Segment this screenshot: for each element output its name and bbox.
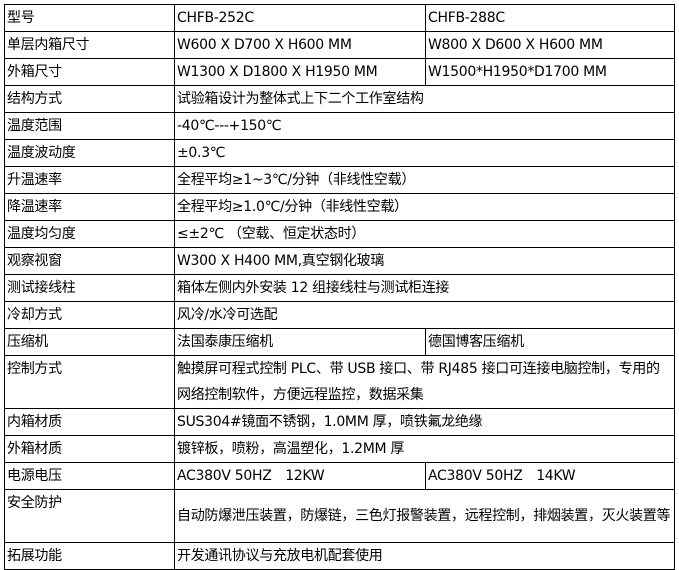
cell-value: CHFB-252C — [174, 4, 426, 32]
row-label: 观察视窗 — [4, 247, 175, 275]
cell-value: 试验箱设计为整体式上下二个工作室结构 — [174, 85, 675, 113]
cell-value: ±0.3℃ — [174, 139, 675, 167]
cell-value: 全程平均≥1.0℃/分钟（非线性空载） — [174, 193, 675, 221]
table-row: 外箱材质 镀锌板，喷粉，高温塑化，1.2MM 厚 — [4, 435, 675, 463]
table-row: 温度范围 -40℃---+150℃ — [4, 112, 675, 140]
cell-value: W1300 X D1800 X H1950 MM — [174, 58, 426, 86]
table-row: 观察视窗 W300 X H400 MM,真空钢化玻璃 — [4, 247, 675, 275]
table-row: 外箱尺寸 W1300 X D1800 X H1950 MM W1500*H1950*… — [4, 58, 675, 86]
row-label: 温度波动度 — [4, 139, 175, 167]
cell-value: W300 X H400 MM,真空钢化玻璃 — [174, 247, 675, 275]
row-label: 电源电压 — [4, 462, 175, 490]
row-label: 单层内箱尺寸 — [4, 31, 175, 59]
cell-value: AC380V 50HZ 14KW — [425, 462, 675, 490]
cell-value: 开发通讯协议与充放电机配套使用 — [174, 541, 675, 570]
table-row: 冷却方式 风冷/水冷可选配 — [4, 301, 675, 329]
row-label: 温度范围 — [4, 112, 175, 140]
row-label: 安全防护 — [4, 489, 175, 543]
cell-value: 镀锌板，喷粉，高温塑化，1.2MM 厚 — [174, 435, 675, 463]
table-row: 控制方式 触摸屏可程式控制 PLC、带 USB 接口、带 RJ485 接口可连接电… — [4, 355, 675, 409]
table-row: 降温速率 全程平均≥1.0℃/分钟（非线性空载） — [4, 193, 675, 221]
cell-value: 德国博客压缩机 — [425, 328, 675, 356]
row-label: 压缩机 — [4, 328, 175, 356]
table-row: 温度波动度 ±0.3℃ — [4, 139, 675, 167]
cell-value: SUS304#镜面不锈钢，1.0MM 厚，喷铁氟龙绝缘 — [174, 408, 675, 436]
row-label: 降温速率 — [4, 193, 175, 221]
table-row: 单层内箱尺寸 W600 X D700 X H600 MM W800 X D600 X… — [4, 31, 675, 59]
cell-value: 自动防爆泄压装置，防爆链，三色灯报警装置，远程控制，排烟装置，灭火装置等 — [174, 489, 675, 543]
cell-value: W1500*H1950*D1700 MM — [425, 58, 675, 86]
cell-value: -40℃---+150℃ — [174, 112, 675, 140]
row-label: 型号 — [4, 4, 175, 32]
cell-value: 风冷/水冷可选配 — [174, 301, 675, 329]
row-label: 控制方式 — [4, 355, 175, 409]
row-label: 外箱材质 — [4, 435, 175, 463]
cell-value: 法国泰康压缩机 — [174, 328, 426, 356]
row-label: 升温速率 — [4, 166, 175, 194]
table-row: 型号 CHFB-252C CHFB-288C — [4, 4, 675, 32]
cell-value: ≤±2℃ （空载、恒定状态时） — [174, 220, 675, 248]
table-row: 内箱材质 SUS304#镜面不锈钢，1.0MM 厚，喷铁氟龙绝缘 — [4, 408, 675, 436]
table-row: 温度均匀度 ≤±2℃ （空载、恒定状态时） — [4, 220, 675, 248]
table-row: 电源电压 AC380V 50HZ 12KW AC380V 50HZ 14KW — [4, 462, 675, 490]
table-row: 测试接线柱 箱体左侧内外安装 12 组接线柱与测试柜连接 — [4, 274, 675, 302]
cell-value: W600 X D700 X H600 MM — [174, 31, 426, 59]
table-row: 安全防护 自动防爆泄压装置，防爆链，三色灯报警装置，远程控制，排烟装置，灭火装置等 — [4, 489, 675, 543]
row-label: 拓展功能 — [4, 541, 175, 570]
table-row: 升温速率 全程平均≥1~3℃/分钟（非线性空载） — [4, 166, 675, 194]
row-label: 测试接线柱 — [4, 274, 175, 302]
cell-value: 触摸屏可程式控制 PLC、带 USB 接口、带 RJ485 接口可连接电脑控制，… — [174, 355, 675, 409]
spec-table: 型号 CHFB-252C CHFB-288C 单层内箱尺寸 W600 X D700 X… — [4, 4, 675, 570]
row-label: 外箱尺寸 — [4, 58, 175, 86]
row-label: 内箱材质 — [4, 408, 175, 436]
row-label: 温度均匀度 — [4, 220, 175, 248]
row-label: 结构方式 — [4, 85, 175, 113]
cell-value: 全程平均≥1~3℃/分钟（非线性空载） — [174, 166, 675, 194]
table-row: 压缩机 法国泰康压缩机 德国博客压缩机 — [4, 328, 675, 356]
cell-value: AC380V 50HZ 12KW — [174, 462, 426, 490]
table-row: 拓展功能 开发通讯协议与充放电机配套使用 — [4, 541, 675, 570]
row-label: 冷却方式 — [4, 301, 175, 329]
cell-value: W800 X D600 X H600 MM — [425, 31, 675, 59]
cell-value: CHFB-288C — [425, 4, 675, 32]
cell-value: 箱体左侧内外安装 12 组接线柱与测试柜连接 — [174, 274, 675, 302]
table-row: 结构方式 试验箱设计为整体式上下二个工作室结构 — [4, 85, 675, 113]
